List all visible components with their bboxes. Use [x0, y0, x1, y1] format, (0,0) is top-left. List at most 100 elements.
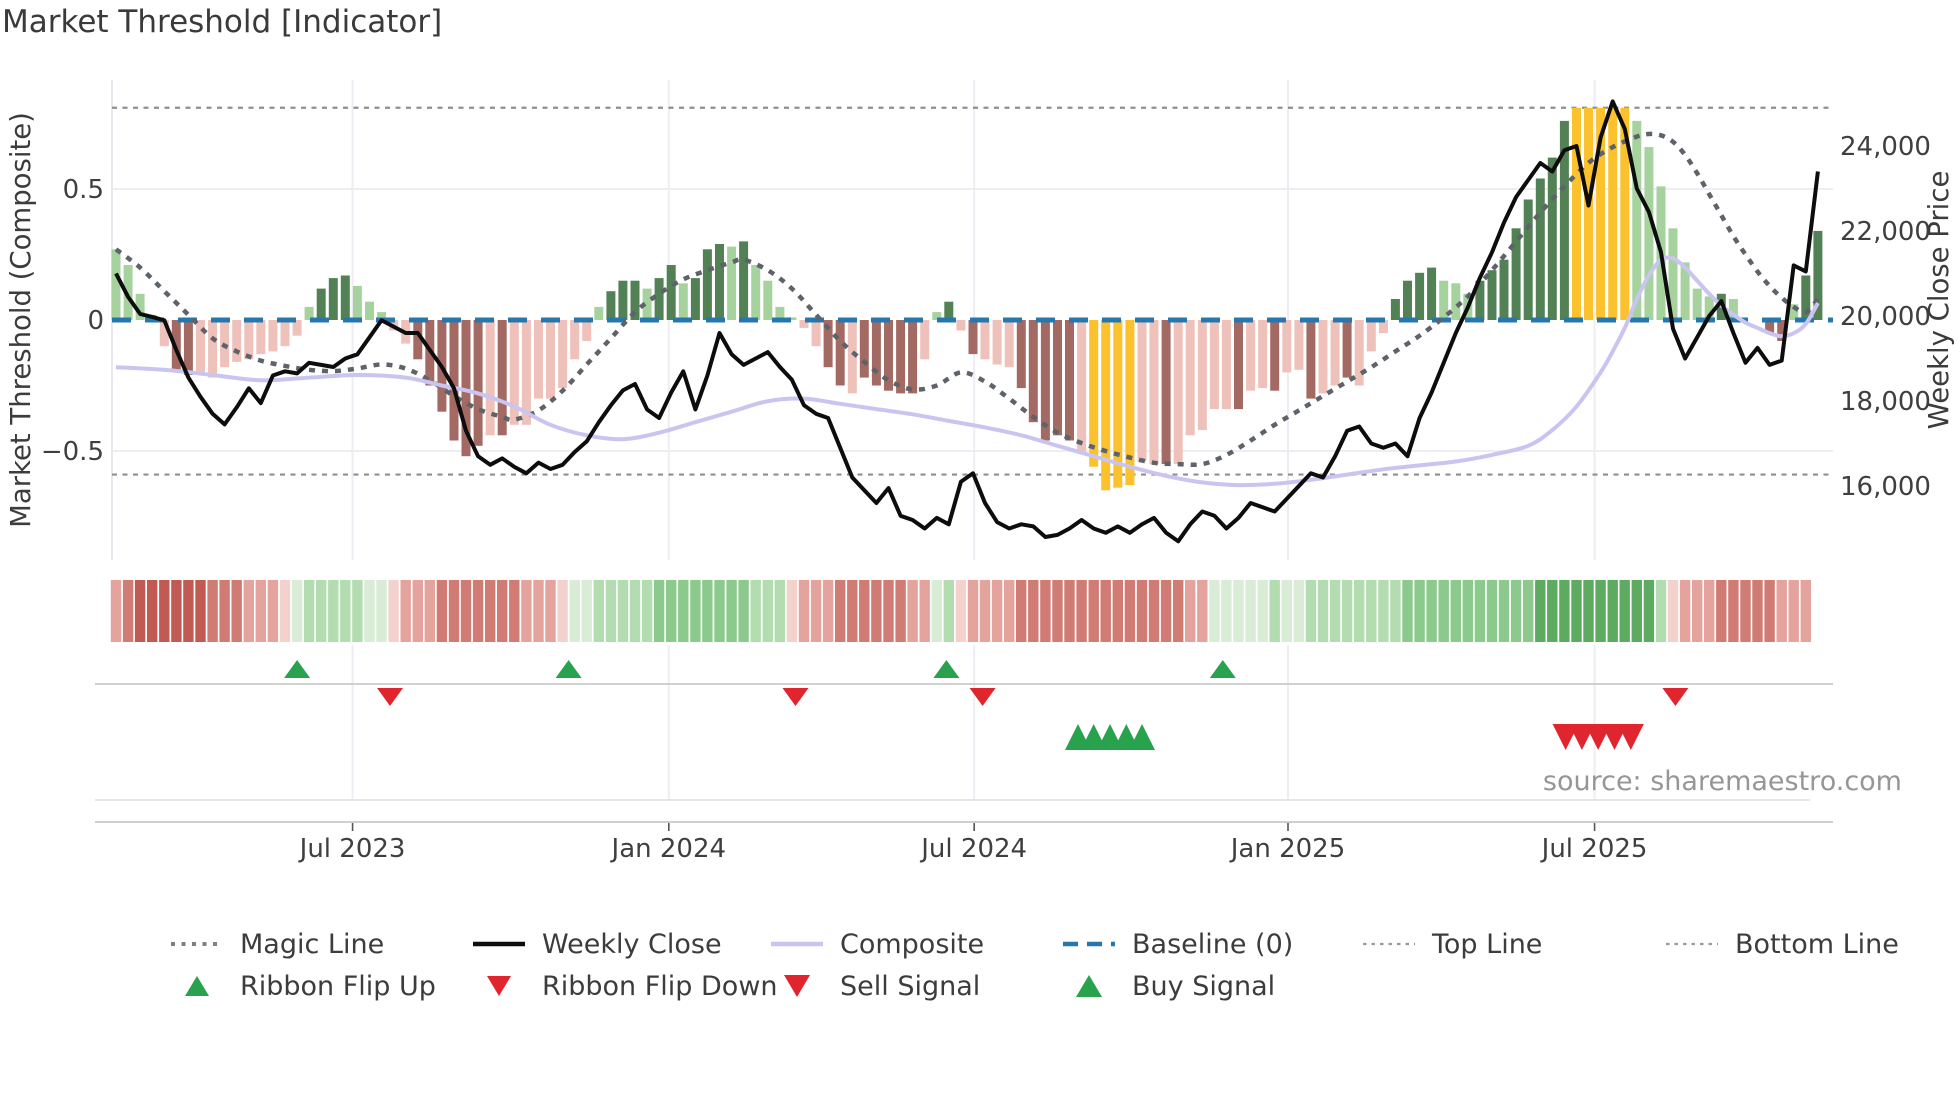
ribbon-cell [1233, 580, 1244, 642]
flip-down-triangle-icon [487, 976, 511, 996]
ribbon-cell [1679, 580, 1691, 642]
ribbon-cell [1643, 580, 1655, 642]
buy-signal-marker [1097, 724, 1123, 750]
ribbon-cell [1076, 580, 1087, 642]
ribbon-cell [485, 580, 496, 642]
ribbon-cell [617, 580, 629, 642]
ribbon-cell [1028, 580, 1039, 642]
histogram-bar [666, 265, 676, 320]
histogram-bar [1342, 320, 1352, 378]
histogram-bar [1354, 320, 1364, 386]
ribbon-cell [376, 580, 387, 642]
buy-signal-marker [1080, 724, 1107, 750]
ribbon-cell [871, 580, 882, 642]
histogram-bar [1728, 299, 1738, 320]
histogram-bar [799, 320, 809, 328]
ribbon-cell [895, 580, 906, 642]
histogram-bar [268, 320, 278, 352]
histogram-bar [678, 283, 688, 320]
histogram-bar [1390, 299, 1400, 320]
histogram-bar [980, 320, 990, 360]
ribbon-cell [1667, 580, 1679, 642]
histogram-bar [594, 306, 604, 320]
histogram-bar [244, 320, 254, 360]
ribbon-cell [255, 580, 266, 642]
histogram-bar [534, 320, 543, 399]
y-right-tick-label: 24,000 [1840, 132, 1931, 162]
sell-signal-marker [1617, 724, 1644, 750]
histogram-bar [1246, 320, 1256, 391]
ribbon-cell [1728, 580, 1739, 642]
ribbon-cell [110, 580, 122, 642]
ribbon-cell [593, 580, 604, 642]
ribbon-cell [774, 580, 785, 642]
histogram-bar [1584, 107, 1593, 320]
ribbon-cell [147, 580, 158, 642]
ribbon-flip-down-marker [969, 688, 996, 706]
ribbon-cell [847, 580, 858, 642]
legend-label: Sell Signal [840, 970, 981, 1002]
ribbon-cell [1197, 580, 1208, 642]
weekly-close-line [114, 99, 1820, 544]
histogram-bar [1475, 280, 1485, 320]
bottom-line-swatch [1666, 942, 1718, 946]
legend-label: Buy Signal [1132, 970, 1276, 1002]
y-right-tick-label: 18,000 [1840, 387, 1931, 417]
histogram-bar [1125, 320, 1135, 486]
ribbon-cell [436, 580, 448, 642]
histogram-bar [1632, 120, 1642, 321]
ribbon-flip-down-marker [377, 688, 403, 706]
ribbon-cell [1136, 580, 1148, 642]
legend-item-bottom-line: Bottom Line [1663, 926, 1899, 962]
ribbon-cell [1124, 580, 1136, 642]
histogram-bar [1608, 107, 1618, 320]
legend-item-buy-signal: Buy Signal [1060, 968, 1275, 1004]
ribbon-cell [931, 580, 942, 642]
histogram-bar [111, 249, 121, 320]
ribbon-cell [557, 580, 568, 642]
y-left-tick-label: 0 [87, 306, 104, 336]
ribbon-cell [919, 580, 930, 642]
buy-signal-triangle-icon [1076, 975, 1102, 997]
histogram-bar [1680, 262, 1690, 320]
histogram-bar [847, 320, 857, 394]
histogram-bar [1366, 320, 1376, 352]
legend-item-ribbon-flip-up: Ribbon Flip Up [168, 968, 436, 1004]
ribbon-cell [1040, 580, 1051, 642]
histogram-bar [1149, 320, 1159, 465]
y-left-tick-label: −0.5 [41, 437, 104, 467]
histogram-bar [859, 320, 869, 378]
ribbon-cell [533, 580, 544, 642]
ribbon-cell [1547, 580, 1558, 642]
ribbon-cell [1426, 580, 1437, 642]
ribbon-cell [726, 580, 737, 642]
ribbon-cell [1498, 580, 1510, 642]
ribbon-cell [1462, 580, 1473, 642]
ribbon-cell [472, 580, 484, 642]
histogram-bar [908, 320, 918, 394]
y-right-tick-label: 22,000 [1840, 217, 1931, 247]
histogram-bar [1487, 270, 1497, 320]
histogram-bar [546, 320, 555, 399]
ribbon-cell [521, 580, 532, 642]
ribbon-cell [1631, 580, 1642, 642]
ribbon-flip-up-marker [284, 660, 311, 678]
histogram-bar [1173, 320, 1183, 465]
histogram-bar [715, 244, 724, 320]
ribbon-cell [1329, 580, 1341, 642]
ribbon-cell [412, 580, 423, 642]
histogram-bar [751, 265, 761, 320]
ribbon-cell [666, 580, 677, 642]
ribbon-cell [1740, 580, 1751, 642]
ribbon-cell [678, 580, 689, 642]
histogram-bar [920, 320, 930, 360]
x-tick-label: Jul 2023 [298, 834, 406, 864]
legend-label: Baseline (0) [1132, 928, 1294, 960]
ribbon-cell [750, 580, 761, 642]
histogram-bar [1270, 320, 1280, 391]
ribbon-cell [352, 580, 363, 642]
ribbon-cell [883, 580, 894, 642]
ribbon-cell [859, 580, 870, 642]
x-tick-label: Jul 2024 [919, 834, 1027, 864]
histogram-bar [413, 320, 423, 360]
